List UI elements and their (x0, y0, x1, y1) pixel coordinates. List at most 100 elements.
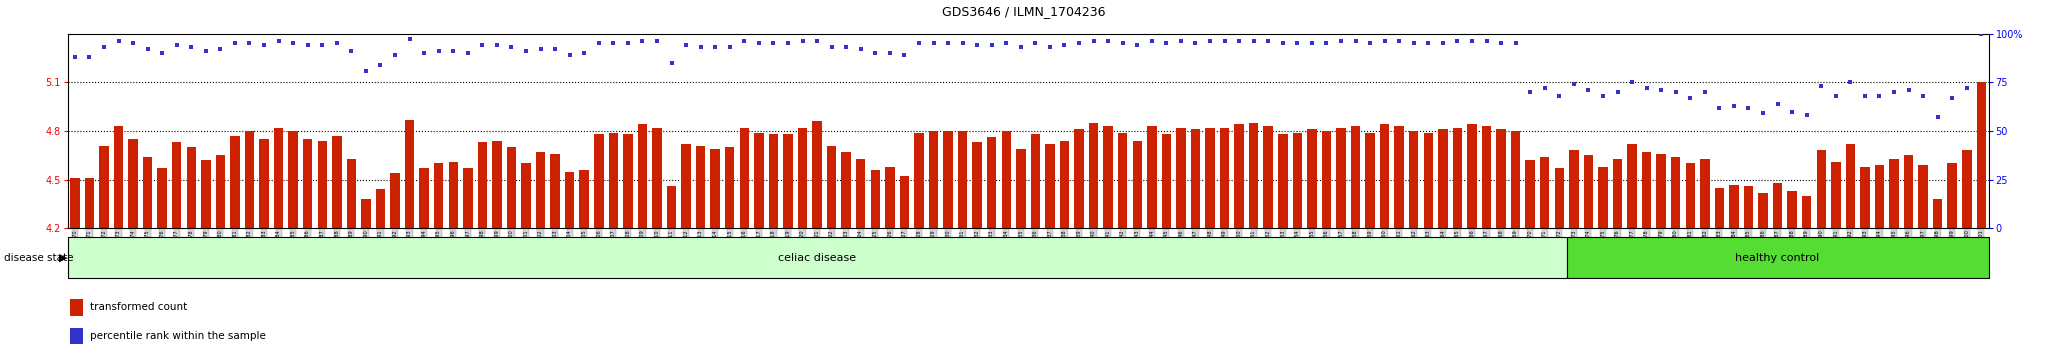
Point (248, 42, 281, 48)
Point (539, 46, 571, 52)
Bar (172, 142, 182, 228)
Point (1004, 45, 1036, 50)
Point (932, 41, 965, 46)
Bar (1743, 186, 1753, 228)
Point (117, 41, 150, 46)
Point (1456, 39, 1489, 44)
Point (1397, 41, 1430, 46)
Point (1892, 87, 1925, 93)
Point (319, 41, 352, 46)
Bar (1642, 152, 1651, 228)
Bar (537, 152, 545, 228)
Point (1237, 39, 1270, 44)
Bar (201, 160, 211, 228)
Point (291, 42, 324, 48)
Point (1849, 93, 1882, 99)
Bar (623, 134, 633, 228)
Point (1673, 95, 1706, 101)
Point (408, 50, 440, 56)
Point (1427, 41, 1460, 46)
Bar (260, 139, 268, 228)
Point (1120, 42, 1153, 48)
Point (889, 52, 922, 58)
Bar (1890, 159, 1898, 228)
Bar (696, 145, 705, 228)
Bar (913, 133, 924, 228)
Point (276, 41, 309, 46)
Bar (1206, 128, 1214, 228)
Bar (1366, 133, 1374, 228)
Bar (1059, 141, 1069, 228)
Bar (782, 134, 793, 228)
Point (1063, 41, 1096, 46)
Point (1020, 41, 1053, 46)
Point (858, 50, 891, 56)
Point (1528, 85, 1561, 91)
Point (1556, 81, 1589, 87)
Bar (1933, 199, 1942, 228)
Bar (1409, 131, 1419, 228)
Bar (115, 126, 123, 228)
Bar (522, 164, 530, 228)
Bar (1569, 150, 1579, 228)
Point (1878, 89, 1911, 95)
Bar (391, 173, 399, 228)
Bar (1147, 126, 1157, 228)
Point (131, 46, 164, 52)
Point (1151, 41, 1184, 46)
Point (1616, 79, 1649, 85)
Point (1339, 39, 1372, 44)
Bar (1307, 129, 1317, 228)
Point (1864, 93, 1896, 99)
Bar (551, 154, 559, 228)
Bar (711, 149, 721, 228)
Bar (477, 142, 487, 228)
Bar (1511, 131, 1520, 228)
Point (1950, 85, 1982, 91)
Bar (842, 152, 850, 228)
Point (1499, 41, 1532, 46)
Bar (1497, 129, 1505, 228)
Point (350, 68, 383, 74)
Bar (70, 299, 84, 315)
Bar (580, 170, 590, 228)
Point (1354, 41, 1386, 46)
Text: healthy control: healthy control (1735, 252, 1821, 263)
Point (1251, 39, 1284, 44)
Bar (1714, 188, 1724, 228)
Point (336, 48, 369, 54)
Bar (1597, 167, 1608, 228)
Point (903, 41, 936, 46)
Point (467, 42, 500, 48)
Bar (463, 168, 473, 228)
Bar (944, 131, 952, 228)
Point (872, 50, 905, 56)
Bar (739, 128, 750, 228)
Bar (303, 139, 313, 228)
Bar (1118, 133, 1126, 228)
Point (829, 45, 862, 50)
Bar (768, 134, 778, 228)
Bar (1235, 125, 1243, 228)
Bar (1729, 184, 1739, 228)
Point (379, 52, 412, 58)
Bar (1452, 128, 1462, 228)
Point (1819, 93, 1851, 99)
Bar (813, 121, 821, 228)
Bar (1554, 168, 1565, 228)
Bar (449, 162, 459, 228)
Bar (98, 145, 109, 228)
Point (655, 60, 688, 66)
Point (1747, 110, 1780, 116)
Text: percentile rank within the sample: percentile rank within the sample (90, 331, 266, 341)
Bar (1438, 129, 1448, 228)
Point (1776, 109, 1808, 114)
Point (1733, 105, 1765, 110)
Point (1325, 39, 1358, 44)
Point (1266, 41, 1298, 46)
Point (102, 39, 135, 44)
Bar (1190, 129, 1200, 228)
Bar (1278, 134, 1288, 228)
Bar (608, 133, 618, 228)
Bar (651, 128, 662, 228)
